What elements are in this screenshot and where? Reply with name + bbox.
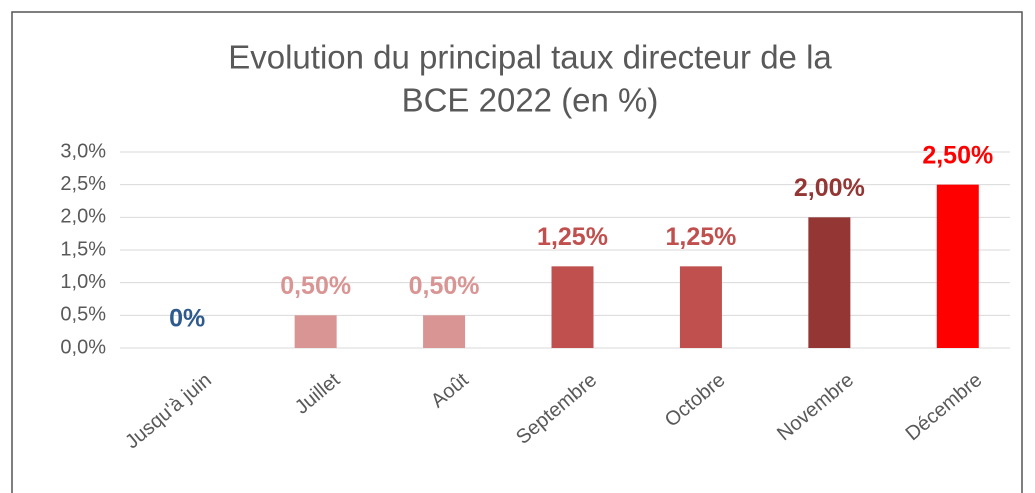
x-tick-label: Jusqu'à juin — [121, 369, 216, 453]
value-label: 1,25% — [537, 223, 608, 251]
x-tick-label: Septembre — [512, 369, 601, 449]
y-tick-label: 2,5% — [60, 173, 106, 195]
x-tick-label: Novembre — [773, 369, 858, 445]
y-tick-label: 1,0% — [60, 271, 106, 293]
x-tick-label: Octobre — [661, 369, 730, 432]
y-tick-label: 1,5% — [60, 238, 106, 260]
y-tick-label: 2,0% — [60, 206, 106, 228]
bar — [551, 266, 594, 348]
value-label: 2,50% — [922, 141, 993, 169]
y-tick-label: 0,5% — [60, 304, 106, 326]
x-tick-label: Juillet — [291, 369, 345, 419]
bar — [294, 315, 337, 348]
bar — [936, 184, 979, 348]
value-label: 2,00% — [794, 174, 865, 202]
value-label: 0% — [169, 305, 205, 333]
value-label: 1,25% — [665, 223, 736, 251]
x-tick-label: Août — [427, 369, 473, 413]
value-label: 0,50% — [280, 272, 351, 300]
bar — [679, 266, 722, 348]
chart-title: BCE 2022 (en %) — [402, 82, 659, 119]
y-tick-label: 3,0% — [60, 140, 106, 162]
bar — [808, 217, 851, 348]
x-tick-label: Décembre — [902, 369, 987, 445]
y-tick-label: 0,0% — [60, 336, 106, 358]
chart-frame — [11, 11, 1023, 493]
value-label: 0,50% — [409, 272, 480, 300]
bar — [423, 315, 466, 348]
chart-title: Evolution du principal taux directeur de… — [228, 39, 832, 76]
